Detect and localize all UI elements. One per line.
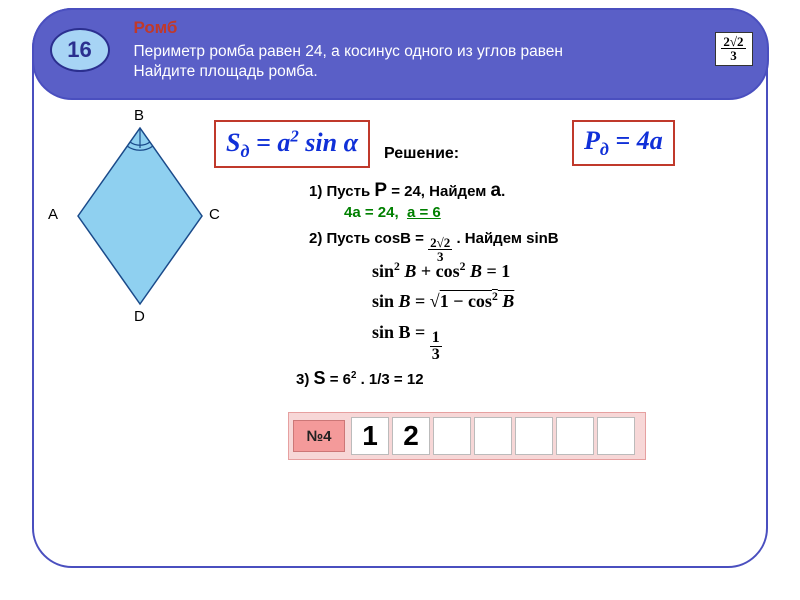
vertex-label-d: D: [134, 308, 145, 325]
area-formula-box: Sд = a2 sin α: [214, 120, 370, 168]
cosine-value-box: 2√2 3: [715, 32, 753, 66]
answer-cell-2[interactable]: [433, 417, 471, 455]
answer-cell-4[interactable]: [515, 417, 553, 455]
step-2: 2) Пусть cosB = 2√2 3 . Найдем sinB: [309, 230, 559, 263]
step-1: 1) Пусть P = 24, Найдем a.: [309, 180, 505, 202]
vertex-label-a: A: [48, 206, 58, 223]
trig-identity-3: sin B = 1 3: [372, 322, 442, 363]
problem-number-badge: 16: [50, 28, 110, 72]
perimeter-formula-box: Pд = 4a: [572, 120, 675, 166]
slide-card: 16 Ромб Периметр ромба равен 24, а косин…: [32, 8, 768, 568]
slide-content: A B C D Sд = a2 sin α Pд = 4a Решение: 1…: [34, 110, 766, 566]
answer-cell-6[interactable]: [597, 417, 635, 455]
answer-cell-5[interactable]: [556, 417, 594, 455]
answer-cell-0[interactable]: 1: [351, 417, 389, 455]
trig-identity-1: sin2 B + cos2 B = 1: [372, 260, 510, 282]
vertex-label-c: C: [209, 206, 220, 223]
problem-text: Периметр ромба равен 24, а косинус одног…: [134, 42, 749, 84]
answer-cell-1[interactable]: 2: [392, 417, 430, 455]
trig-identity-2: sin B = √1 − cos2 B: [372, 290, 514, 312]
step-1-calc: 4a = 24, a = 6: [344, 204, 441, 221]
rhombus-diagram: [68, 118, 228, 328]
answer-label: №4: [293, 420, 345, 452]
answer-cell-3[interactable]: [474, 417, 512, 455]
step-3: 3) S = 62 . 1/3 = 12: [296, 368, 424, 389]
slide-header: 16 Ромб Периметр ромба равен 24, а косин…: [32, 8, 769, 100]
vertex-label-b: B: [134, 107, 144, 124]
answer-strip: №4 1 2: [288, 412, 646, 460]
topic-title: Ромб: [134, 18, 749, 38]
solution-label: Решение:: [384, 145, 459, 163]
